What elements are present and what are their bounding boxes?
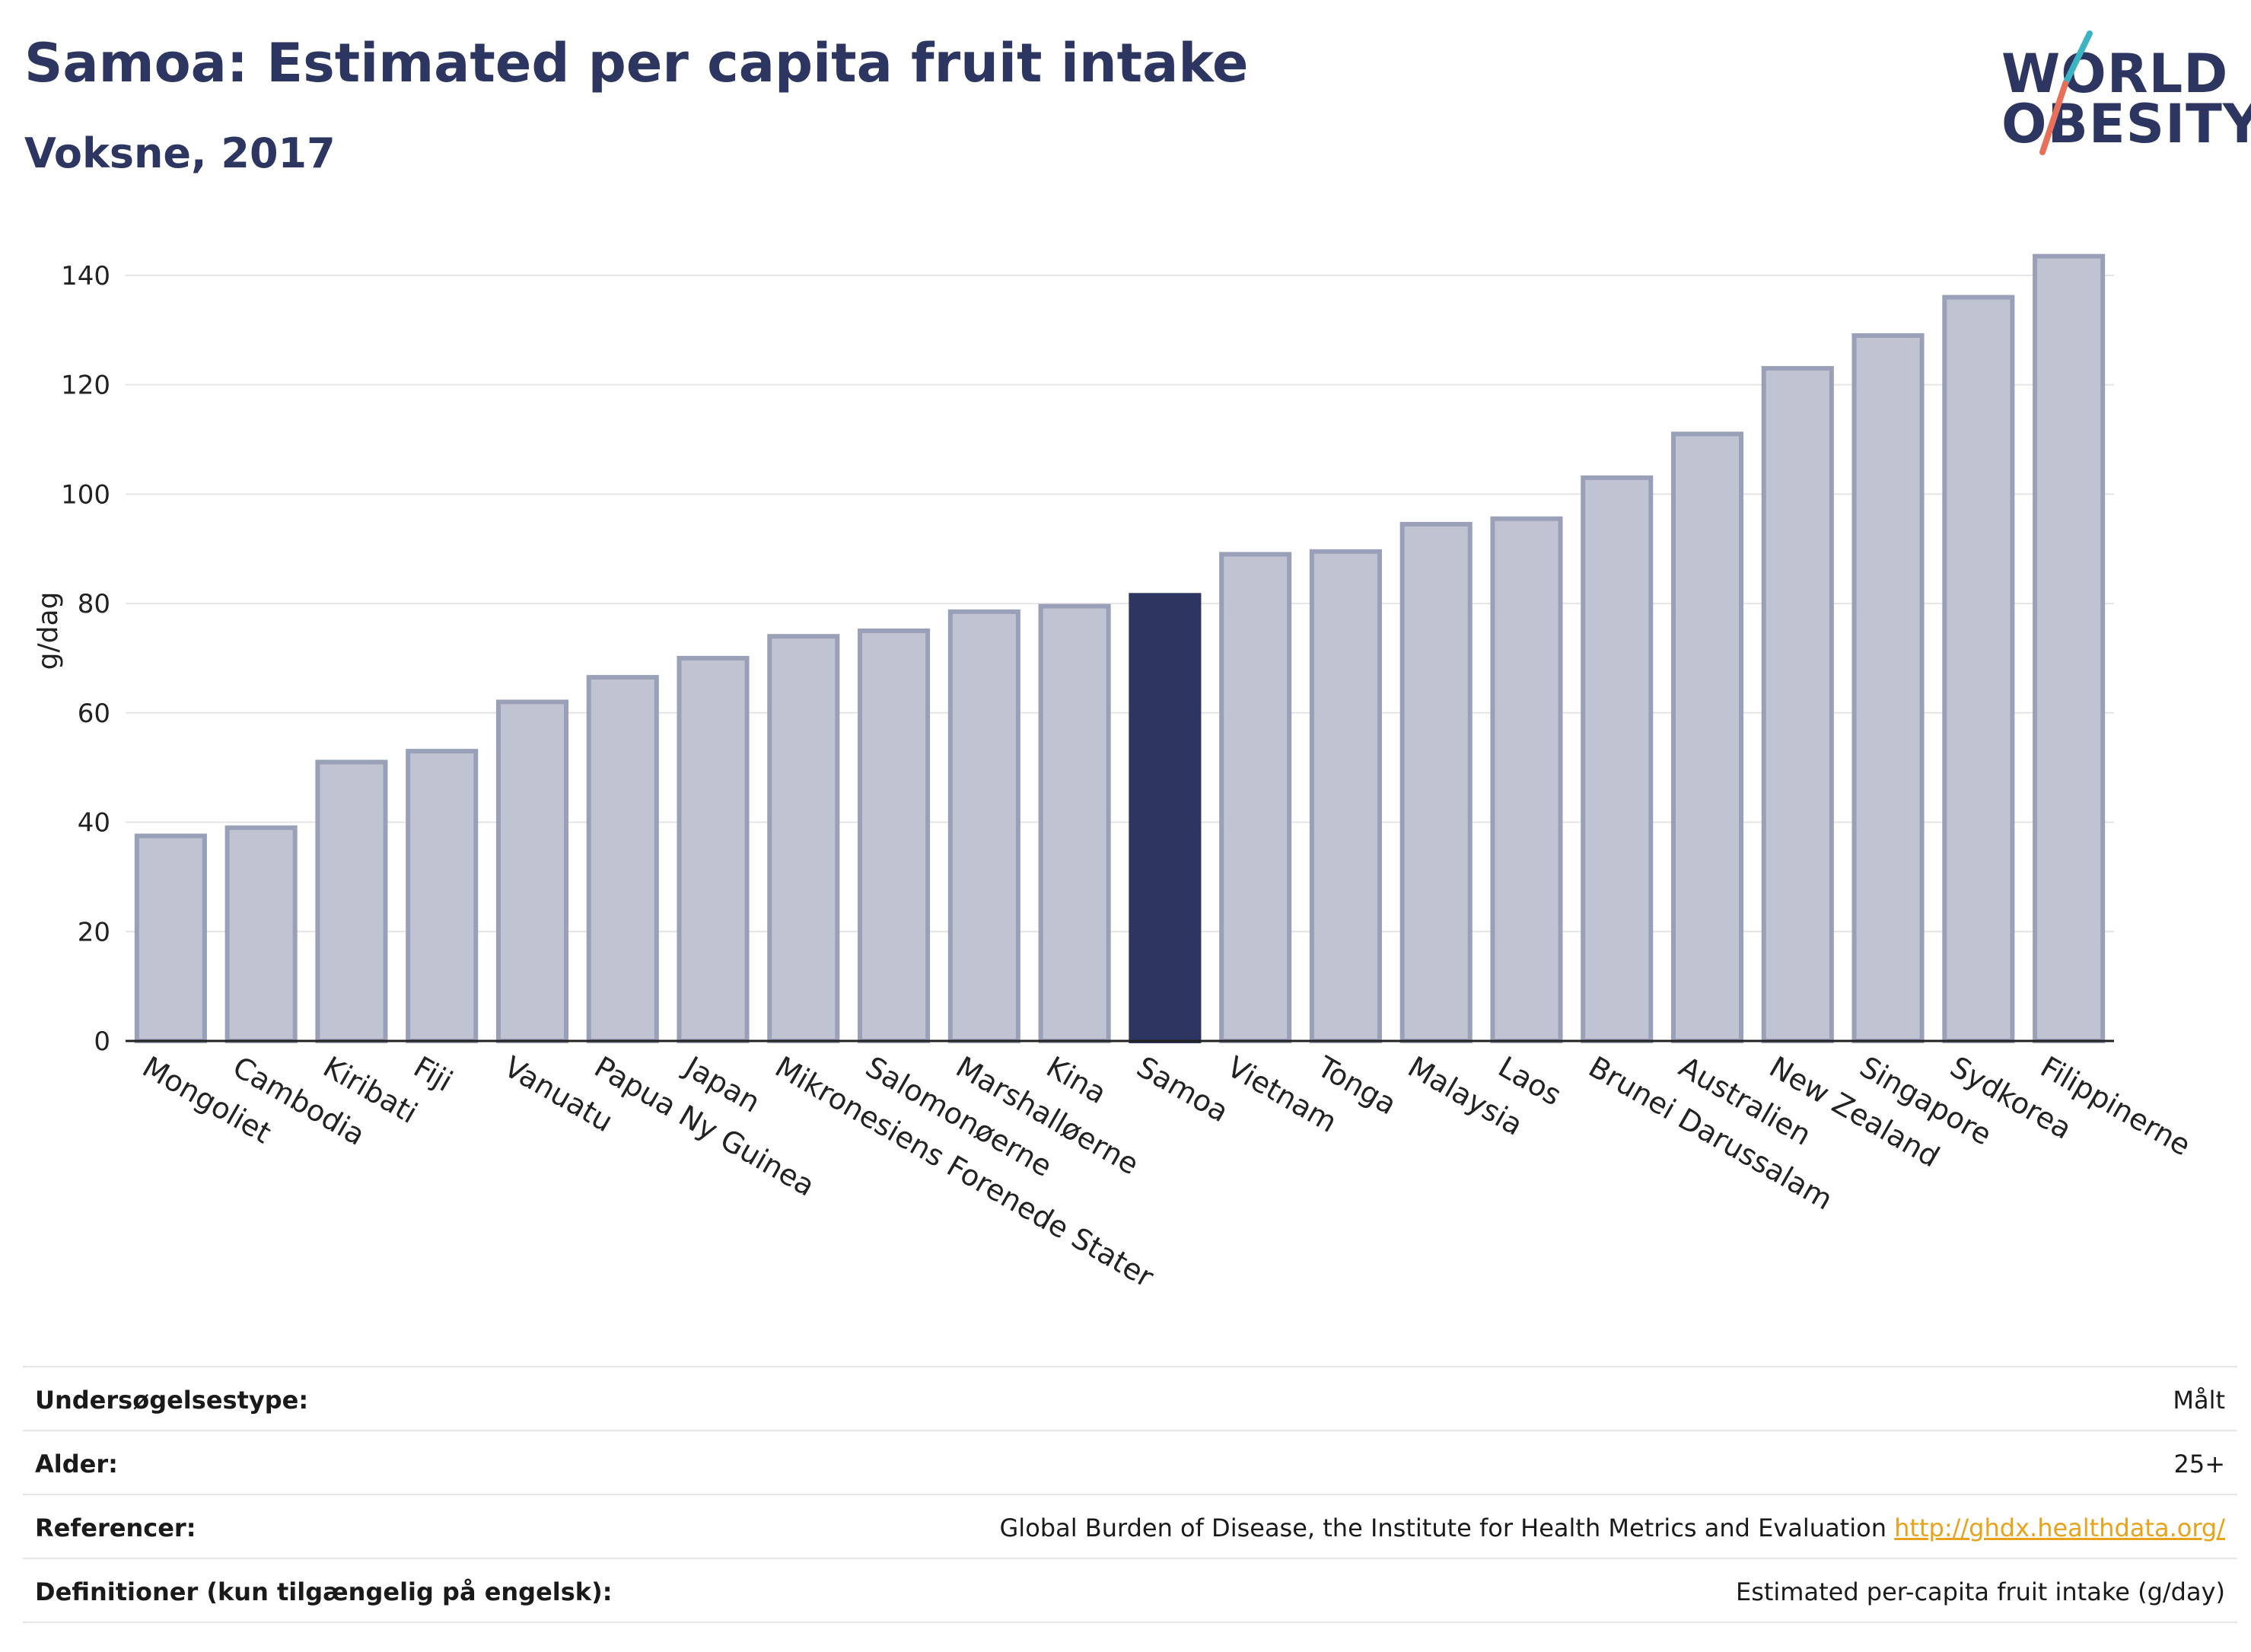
logo-slash-icon (2039, 30, 2093, 155)
info-row: Referencer: Global Burden of Disease, the… (23, 1494, 2237, 1558)
bar-tonga (1309, 549, 1382, 1043)
y-tick-label: 80 (78, 589, 110, 619)
x-tick-label: Fiji (408, 1050, 458, 1098)
info-value-text: Målt (2173, 1386, 2225, 1415)
bar-kina (1038, 603, 1111, 1043)
bar-vietnam (1219, 552, 1292, 1043)
bar-laos (1490, 516, 1563, 1043)
bar-cambodia (224, 825, 298, 1043)
page-title: Samoa: Estimated per capita fruit intake (24, 32, 1249, 94)
bar-brunei-darussalam (1581, 475, 1654, 1043)
info-value-text: 25+ (2173, 1450, 2225, 1479)
y-axis-label: g/dag (33, 592, 64, 670)
info-value: Global Burden of Disease, the Institute … (1000, 1514, 2226, 1542)
reference-link[interactable]: http://ghdx.healthdata.org/ (1894, 1514, 2225, 1542)
x-tick-label: Samoa (1131, 1050, 1234, 1129)
bar-australien (1670, 431, 1744, 1043)
info-value-text: Global Burden of Disease, the Institute … (999, 1514, 1886, 1542)
bar-singapore (1851, 333, 1925, 1044)
info-label: Definitioner (kun tilgængelig på engelsk… (35, 1577, 613, 1606)
bar-mongoliet (134, 833, 207, 1043)
bar-mikronesiens-forenede-stater (767, 634, 840, 1043)
bar-filippinerne (2033, 253, 2106, 1043)
y-tick-label: 120 (61, 371, 110, 401)
info-value: 25+ (2173, 1450, 2225, 1479)
bar-papua-ny-guinea (586, 675, 659, 1043)
bar-sydkorea (1942, 294, 2015, 1043)
info-row: Definitioner (kun tilgængelig på engelsk… (23, 1558, 2237, 1623)
logo-line-1: WORLD (2001, 43, 2229, 105)
y-tick-label: 60 (78, 699, 110, 729)
y-tick-label: 40 (78, 808, 110, 839)
info-label: Referencer: (35, 1514, 196, 1542)
bar-samoa (1129, 593, 1202, 1043)
bar-chart: 020406080100120140g/dagMongolietCambodia… (33, 253, 2196, 1294)
info-value: Målt (2173, 1386, 2225, 1415)
info-table: Undersøgelsestype: Målt Alder: 25+ Reference… (23, 1366, 2237, 1623)
bar-marshall-erne (947, 609, 1020, 1043)
info-label: Alder: (35, 1450, 118, 1479)
info-value-text: Estimated per-capita fruit intake (g/day… (1735, 1577, 2225, 1606)
bar-malaysia (1399, 521, 1473, 1043)
info-row: Alder: 25+ (23, 1430, 2237, 1494)
info-label: Undersøgelsestype: (35, 1386, 309, 1415)
y-tick-label: 100 (61, 479, 110, 510)
world-obesity-logo: WORLD OBESITY (1986, 30, 2251, 167)
info-value: Estimated per-capita fruit intake (g/day… (1736, 1577, 2225, 1606)
page-subtitle: Voksne, 2017 (24, 129, 336, 177)
bar-kiribati (315, 759, 388, 1043)
y-tick-label: 0 (94, 1027, 110, 1057)
bar-fiji (406, 749, 479, 1044)
bar-vanuatu (495, 699, 569, 1044)
y-tick-label: 20 (78, 917, 110, 947)
y-tick-label: 140 (61, 261, 110, 291)
bar-new-zealand (1761, 366, 1834, 1044)
info-row: Undersøgelsestype: Målt (23, 1366, 2237, 1430)
bar-japan (677, 655, 750, 1044)
bar-salomon-erne (858, 629, 931, 1043)
